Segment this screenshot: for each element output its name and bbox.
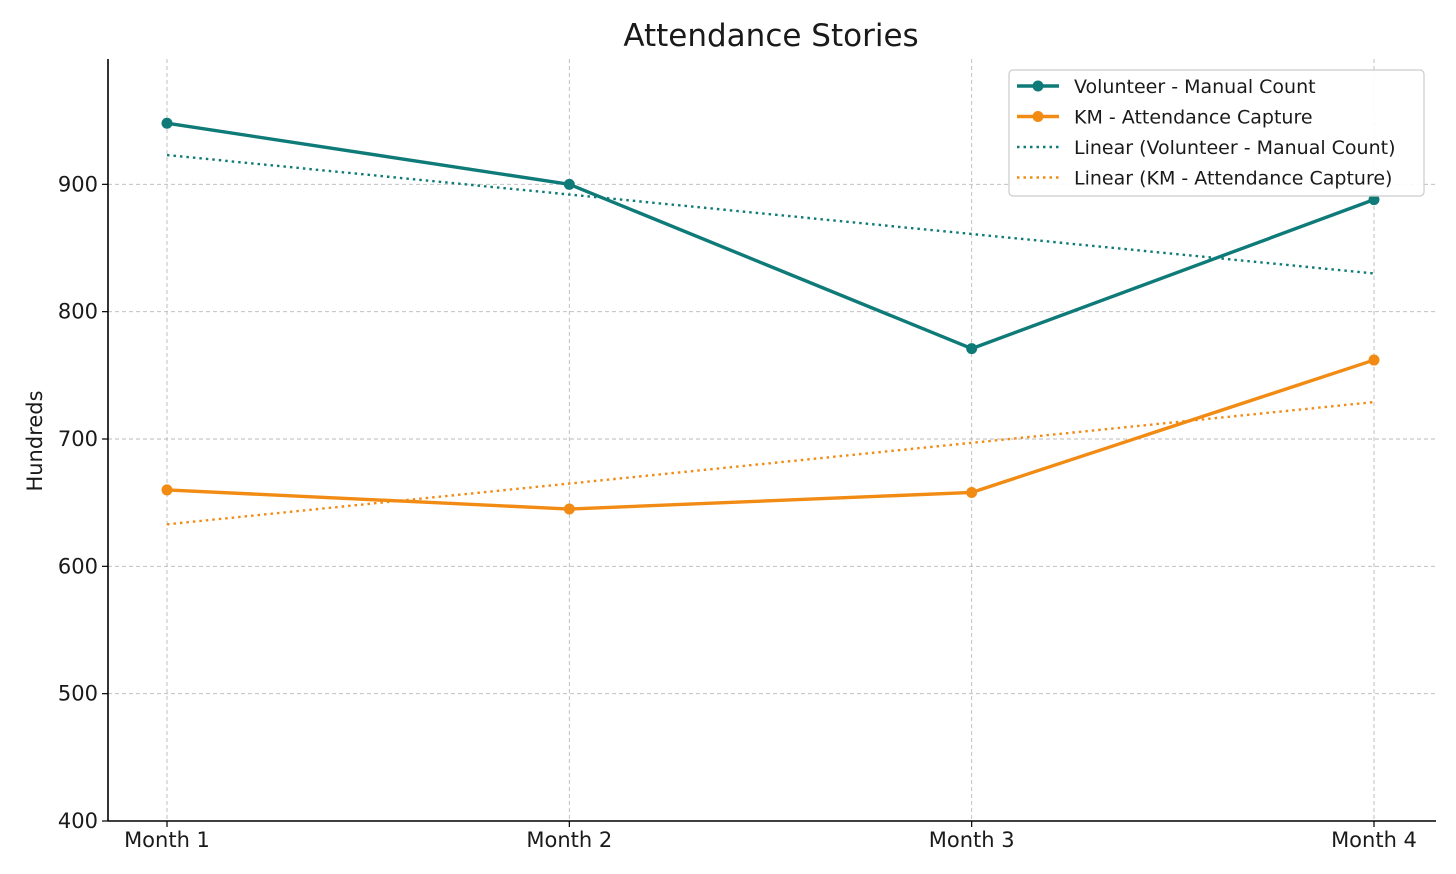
series-1-point xyxy=(1368,354,1380,366)
x-tick-label: Month 2 xyxy=(526,828,612,852)
y-axis-label: Hundreds xyxy=(23,390,47,491)
series-0-point xyxy=(966,343,978,355)
legend-box xyxy=(1008,69,1425,197)
y-tick-label: 600 xyxy=(58,554,98,578)
series-1-point xyxy=(966,486,978,498)
y-tick-label: 400 xyxy=(58,809,98,833)
y-tick-label: 800 xyxy=(58,300,98,324)
x-tick-label: Month 3 xyxy=(929,828,1015,852)
series-line-3 xyxy=(166,400,1375,526)
x-tick-label: Month 1 xyxy=(124,828,210,852)
series-line-1 xyxy=(165,358,1376,511)
series-0-point xyxy=(563,178,575,190)
series-1-point xyxy=(563,503,575,515)
legend-label-1: KM - Attendance Capture xyxy=(1074,107,1313,129)
chart-title: Attendance Stories xyxy=(623,18,918,54)
legend-label-0: Volunteer - Manual Count xyxy=(1074,76,1316,98)
y-axis-ticks: 400 500 600 700 800 900 xyxy=(58,172,108,833)
series-line-2 xyxy=(166,153,1375,275)
series-0-point xyxy=(1368,194,1380,206)
legend-label-3: Linear (KM - Attendance Capture) xyxy=(1074,168,1392,190)
series-line-0 xyxy=(165,121,1376,351)
series-0-point xyxy=(161,117,173,129)
legend-marker-0 xyxy=(1032,80,1044,92)
x-axis-ticks: Month 1 Month 2 Month 3 Month 4 xyxy=(124,821,1417,852)
y-tick-label: 700 xyxy=(58,427,98,451)
series-1-point xyxy=(161,484,173,496)
y-tick-label: 900 xyxy=(58,172,98,196)
y-tick-label: 500 xyxy=(58,682,98,706)
legend-marker-1 xyxy=(1032,111,1044,122)
legend-label-2: Linear (Volunteer - Manual Count) xyxy=(1074,137,1396,159)
x-tick-label: Month 4 xyxy=(1331,828,1417,852)
series-layer xyxy=(161,117,1380,526)
legend: Volunteer - Manual Count KM - Attendance … xyxy=(1008,69,1425,197)
